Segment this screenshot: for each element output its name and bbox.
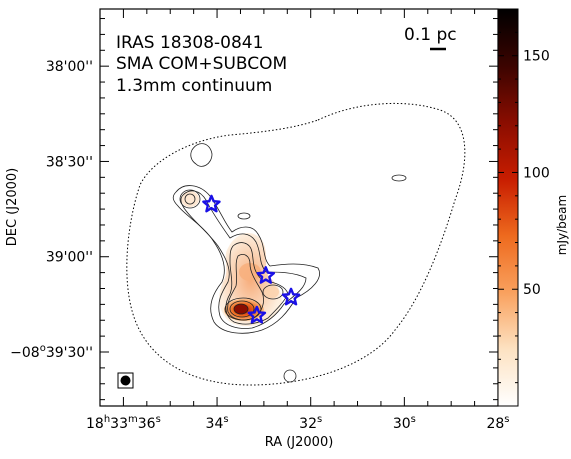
x-tick-label: 18h33m36s [86, 414, 161, 432]
y-tick-label: −08o39'30'' [10, 343, 93, 361]
y-tick-label: 39'00'' [46, 250, 93, 266]
annotation-line-3: 1.3mm continuum [116, 76, 272, 96]
annotation-line-1: IRAS 18308-0841 [116, 33, 263, 53]
colorbar-tick-label: 100 [523, 165, 550, 181]
y-tick-label: 38'00'' [46, 59, 93, 75]
x-tick-label: 32s [299, 414, 322, 432]
x-tick-label: 28s [486, 414, 509, 432]
x-tick-label: 30s [393, 414, 416, 432]
x-tick-label: 34s [206, 414, 229, 432]
emission-fill-northwest [181, 191, 199, 207]
synthesized-beam [121, 376, 131, 386]
scale-bar-label: 0.1 pc [404, 25, 457, 45]
colorbar [498, 9, 518, 406]
y-axis-label: DEC (J2000) [5, 168, 20, 247]
annotation-line-2: SMA COM+SUBCOM [116, 54, 287, 74]
colorbar-tick-label: 50 [523, 282, 541, 298]
colorbar-tick-label: 150 [523, 49, 550, 65]
x-axis-label: RA (J2000) [265, 435, 334, 450]
colorbar-label: mJy/beam [555, 195, 569, 255]
y-tick-label: 38'30'' [46, 154, 93, 170]
emission-fill-east [265, 286, 279, 298]
